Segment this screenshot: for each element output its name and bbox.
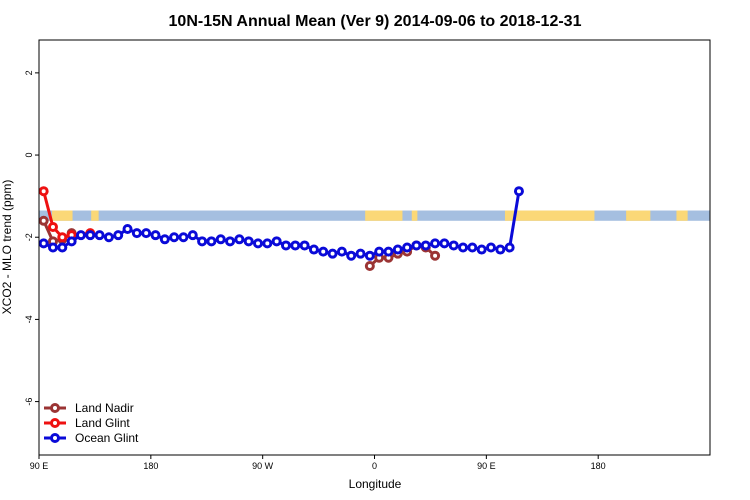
ocean-glint-point [280,240,291,251]
ocean-glint-point [355,248,366,259]
ocean-glint-point [346,250,357,261]
y-tick-label: 2 [24,70,34,75]
legend-ocean-glint-marker [50,433,60,443]
ocean-glint-point [225,236,236,247]
x-tick-label: 90 E [477,461,496,471]
ocean-glint-point [122,224,133,235]
ocean-glint-point [467,242,478,253]
ocean-glint-point [178,232,189,243]
ocean-glint-point [513,186,524,197]
x-tick-label: 180 [591,461,606,471]
land-patch [504,210,595,221]
ocean-glint-point [159,234,170,245]
y-axis-label: XCO2 - MLO trend (ppm) [0,180,14,315]
ocean-glint-point [448,240,459,251]
ocean-glint-point [364,250,375,261]
ocean-glint-point [57,242,68,253]
ocean-glint-point [411,240,422,251]
ocean-glint-point [262,238,273,249]
ocean-glint-point [504,242,515,253]
ocean-glint-point [458,242,469,253]
land-patch [91,210,99,221]
ocean-glint-point [150,230,161,241]
ocean-glint-point [299,240,310,251]
x-tick-label: 0 [372,461,377,471]
ocean-glint-point [215,234,226,245]
legend-ocean-glint-label: Ocean Glint [75,431,139,445]
land-nadir-point [38,215,49,226]
ocean-glint-point [113,230,124,241]
ocean-glint-point [430,238,441,249]
y-axis: 2 0 -2 -4 -6 [24,70,39,406]
land-nadir-point [364,260,375,271]
ocean-glint-point [103,232,114,243]
ocean-glint-point [206,236,217,247]
ocean-glint-point [439,238,450,249]
land-patch [411,210,418,221]
ocean-glint-point [131,228,142,239]
ocean-glint-point [253,238,264,249]
ocean-glint-point [85,230,96,241]
ocean-glint-point [271,236,282,247]
chart-title: 10N-15N Annual Mean (Ver 9) 2014-09-06 t… [169,13,582,30]
y-tick-label: -2 [24,233,34,241]
series-layer [38,186,524,271]
y-tick-label: -4 [24,315,34,323]
land-patch [365,210,403,221]
legend-land-glint-marker [50,418,60,428]
ocean-glint-point [66,236,77,247]
ocean-glint-point [187,230,198,241]
land-patch [626,210,651,221]
x-axis: 90 E 180 90 W 0 90 E 180 [30,455,606,471]
ocean-glint-point [47,242,58,253]
ocean-glint-point [243,236,254,247]
ocean-glint-point [476,244,487,255]
ocean-glint-point [392,244,403,255]
ocean-glint-point [290,240,301,251]
land-mask-band [39,210,710,221]
land-patch [52,210,73,221]
x-tick-label: 180 [143,461,158,471]
land-nadir-point [430,250,441,261]
ocean-glint-point [327,248,338,259]
land-glint-point [38,186,49,197]
y-tick-label: 0 [24,153,34,158]
ocean-glint-point [374,246,385,257]
ocean-glint-point [485,242,496,253]
ocean-glint-point [308,244,319,255]
ocean-glint-point [38,238,49,249]
ocean-glint-point [94,230,105,241]
x-tick-label: 90 E [30,461,49,471]
ocean-glint-point [141,228,152,239]
ocean-glint-point [336,246,347,257]
y-tick-label: -6 [24,398,34,406]
ocean-glint-point [318,246,329,257]
ocean-glint-point [420,240,431,251]
x-axis-label: Longitude [349,477,402,491]
ocean-glint-point [383,246,394,257]
land-glint-point [57,232,68,243]
legend-land-nadir-marker [50,403,60,413]
ocean-glint-point [169,232,180,243]
land-glint-point [47,221,58,232]
ocean-glint-point [234,234,245,245]
land-patch [676,210,688,221]
legend-land-nadir-label: Land Nadir [75,401,134,415]
x-tick-label: 90 W [252,461,274,471]
ocean-glint-point [75,230,86,241]
ocean-glint-point [495,244,506,255]
ocean-glint-point [197,236,208,247]
ocean-glint-point [402,242,413,253]
legend-land-glint-label: Land Glint [75,416,130,430]
